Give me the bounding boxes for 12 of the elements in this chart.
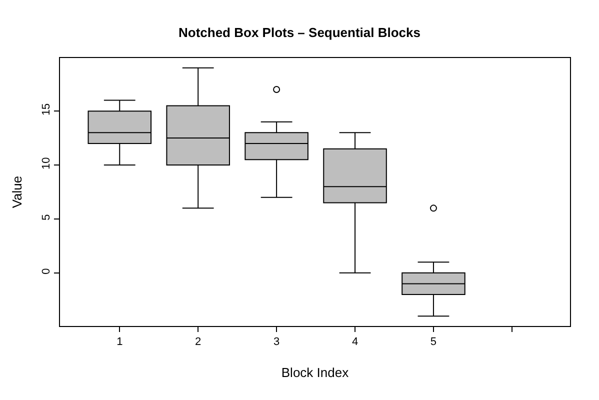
y-tick-label: 15 <box>40 103 53 116</box>
x-tick-label: 1 <box>116 336 123 348</box>
y-tick-label: 10 <box>40 157 53 170</box>
x-tick-label: 3 <box>273 336 280 348</box>
y-tick-label: 0 <box>40 268 53 274</box>
x-tick-label: 2 <box>195 336 202 348</box>
chart-title: Notched Box Plots – Sequential Blocks <box>178 25 420 40</box>
y-axis-title: Value <box>10 176 25 208</box>
y-tick-label: 5 <box>40 214 53 220</box>
x-axis-title: Block Index <box>281 364 350 380</box>
x-tick-label: 5 <box>430 336 437 348</box>
x-tick-label: 4 <box>352 336 358 348</box>
